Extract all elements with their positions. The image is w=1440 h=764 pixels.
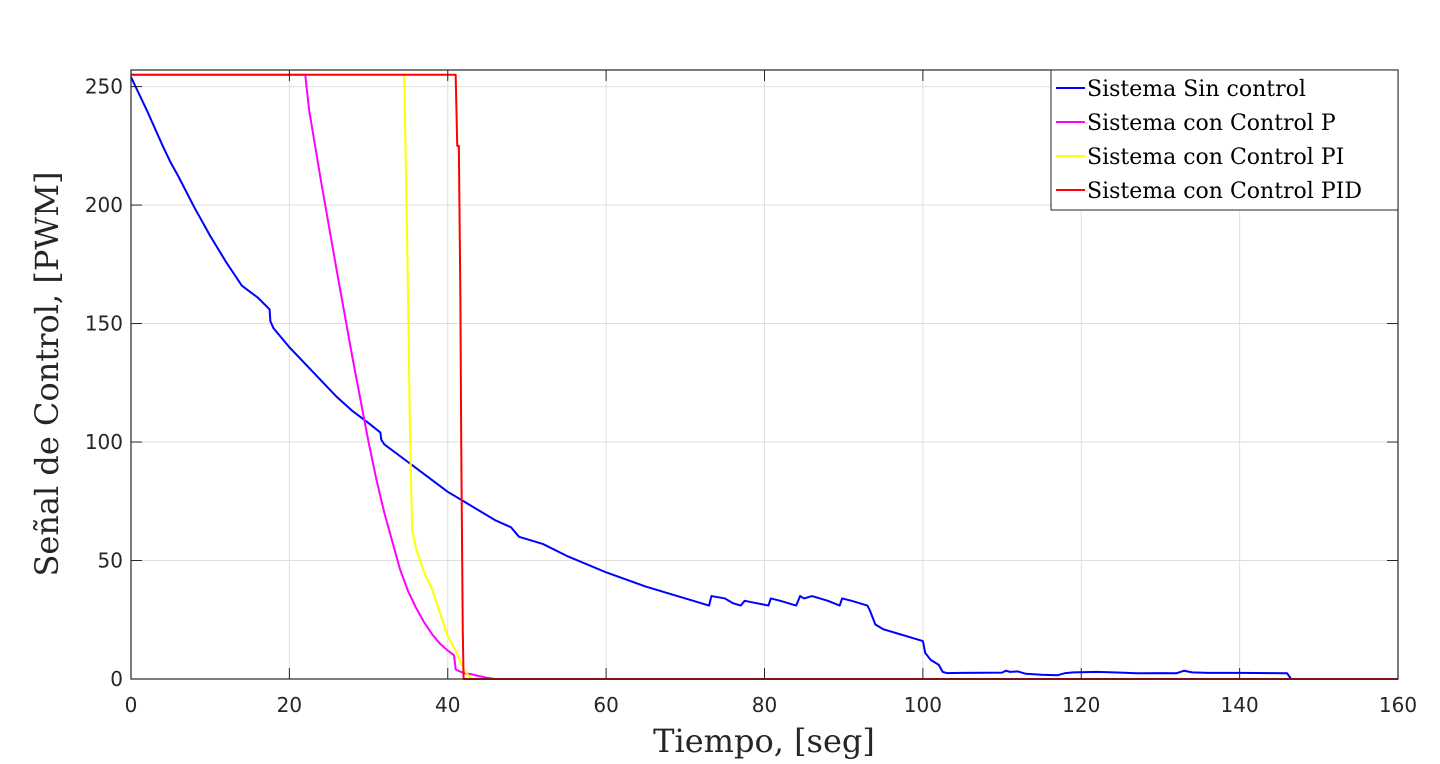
series-line-sistema-con-control-pid (131, 73, 1398, 680)
legend-label: Sistema Sin control (1087, 77, 1306, 102)
legend-label: Sistema con Control P (1087, 111, 1336, 136)
series-line-sistema-sin-control (130, 76, 1398, 680)
x-tick-label: 60 (593, 693, 618, 717)
x-tick-label: 140 (1221, 693, 1259, 717)
x-tick-label: 100 (904, 693, 942, 717)
series-line-sistema-con-control-p (131, 73, 1398, 680)
x-tick-label: 40 (435, 693, 460, 717)
x-axis-title: Tiempo, [seg] (653, 722, 875, 760)
x-tick-label: 120 (1062, 693, 1100, 717)
y-tick-label: 0 (110, 667, 123, 691)
x-tick-label: 80 (752, 693, 777, 717)
axis-ticks: 0 20 40 60 80 100 120 140 160 0 50 100 150 200 250 (85, 70, 1417, 717)
legend: Sistema Sin control Sistema con Control P… (1050, 69, 1399, 211)
series-layer (130, 73, 1398, 680)
y-tick-label: 250 (85, 75, 123, 99)
series-line-sistema-con-control-pi (131, 73, 1398, 680)
y-tick-label: 200 (85, 193, 123, 217)
x-tick-label: 20 (277, 693, 302, 717)
y-tick-label: 150 (85, 312, 123, 336)
legend-label: Sistema con Control PI (1087, 145, 1344, 170)
x-tick-label: 160 (1379, 693, 1417, 717)
legend-label: Sistema con Control PID (1087, 179, 1362, 204)
y-tick-label: 50 (98, 549, 123, 573)
y-tick-label: 100 (85, 430, 123, 454)
x-tick-label: 0 (125, 693, 138, 717)
legend-box (1050, 69, 1399, 211)
y-axis-title: Señal de Control, [PWM] (28, 171, 66, 576)
